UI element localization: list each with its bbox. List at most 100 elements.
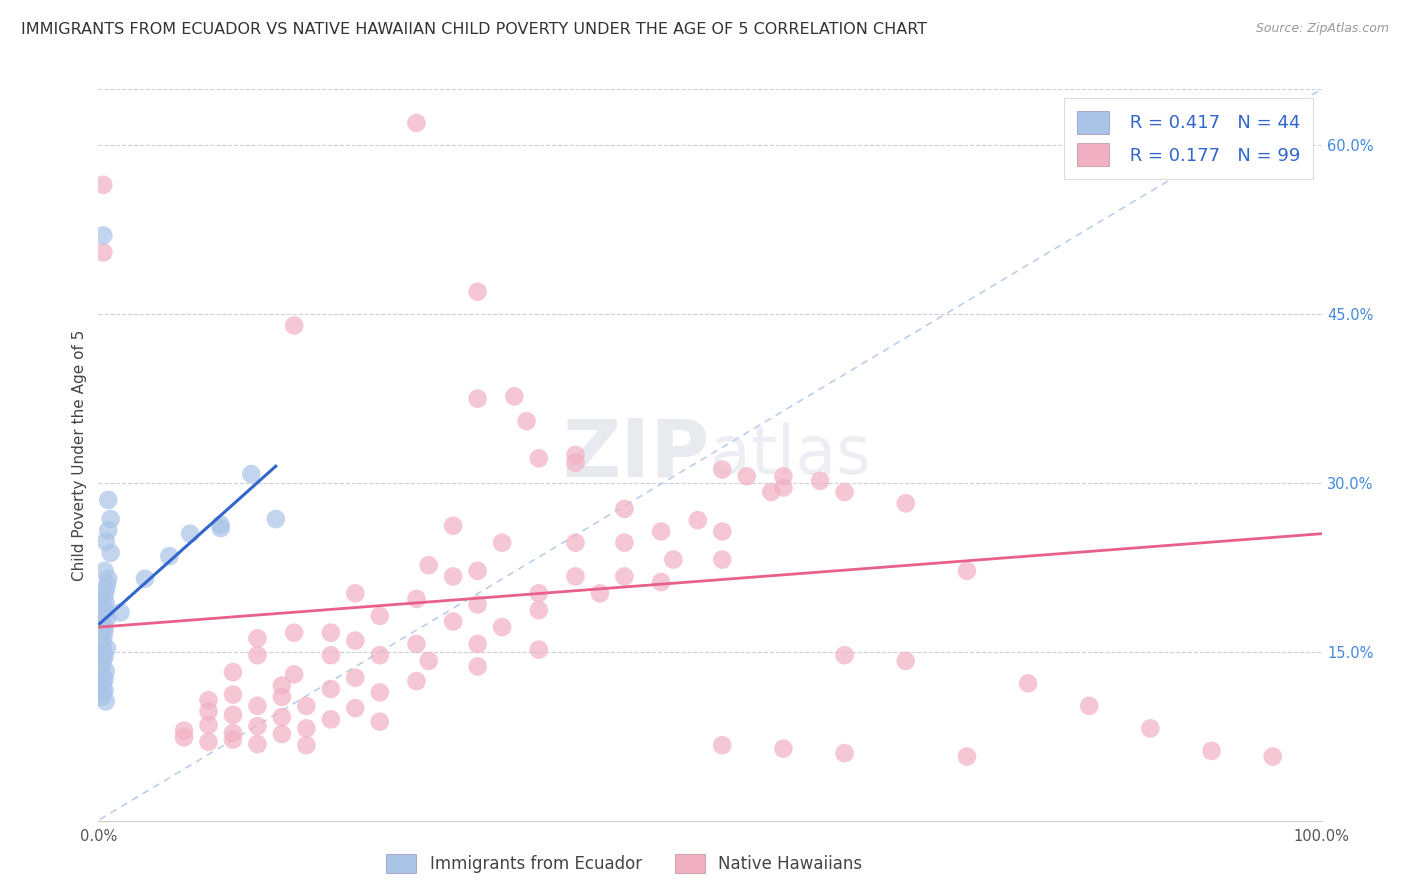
Point: [319, 681, 342, 696]
Point: [491, 535, 513, 549]
Point: [91, 178, 114, 192]
Point: [956, 749, 979, 764]
Point: [197, 705, 219, 719]
Point: [270, 710, 294, 724]
Point: [344, 701, 367, 715]
Point: [295, 698, 318, 713]
Point: [209, 521, 232, 535]
Point: [564, 448, 586, 462]
Point: [93, 624, 115, 639]
Point: [650, 575, 672, 590]
Point: [368, 714, 391, 729]
Point: [264, 512, 287, 526]
Point: [834, 485, 856, 500]
Point: [613, 535, 636, 549]
Point: [956, 564, 979, 578]
Point: [1078, 698, 1101, 713]
Point: [368, 608, 391, 623]
Point: [270, 727, 294, 741]
Point: [467, 392, 489, 406]
Point: [246, 719, 269, 733]
Point: [441, 518, 464, 533]
Point: [283, 625, 305, 640]
Point: [110, 606, 132, 620]
Point: [240, 467, 263, 481]
Point: [405, 591, 427, 606]
Point: [91, 591, 114, 606]
Point: [491, 620, 513, 634]
Point: [344, 586, 367, 600]
Point: [441, 569, 464, 583]
Point: [222, 726, 245, 740]
Point: [834, 648, 856, 663]
Point: [319, 648, 342, 663]
Point: [91, 642, 114, 657]
Point: [100, 546, 122, 560]
Point: [613, 502, 636, 516]
Point: [246, 737, 269, 751]
Point: [209, 517, 232, 532]
Point: [93, 649, 115, 664]
Point: [503, 389, 526, 403]
Point: [711, 462, 734, 476]
Point: [772, 469, 794, 483]
Point: [94, 664, 117, 678]
Legend: Immigrants from Ecuador, Native Hawaiians: Immigrants from Ecuador, Native Hawaiian…: [378, 846, 870, 882]
Point: [772, 741, 794, 756]
Point: [134, 572, 156, 586]
Point: [93, 672, 115, 686]
Point: [222, 732, 245, 747]
Point: [368, 685, 391, 699]
Point: [527, 642, 550, 657]
Point: [93, 683, 115, 698]
Point: [295, 722, 318, 736]
Point: [94, 582, 117, 597]
Text: IMMIGRANTS FROM ECUADOR VS NATIVE HAWAIIAN CHILD POVERTY UNDER THE AGE OF 5 CORR: IMMIGRANTS FROM ECUADOR VS NATIVE HAWAII…: [21, 22, 927, 37]
Point: [418, 558, 440, 573]
Point: [91, 636, 114, 650]
Point: [91, 686, 114, 700]
Point: [808, 474, 831, 488]
Point: [283, 667, 305, 681]
Point: [222, 665, 245, 679]
Point: [686, 513, 709, 527]
Point: [467, 564, 489, 578]
Point: [527, 586, 550, 600]
Point: [319, 625, 342, 640]
Point: [197, 693, 219, 707]
Point: [418, 654, 440, 668]
Point: [93, 602, 115, 616]
Point: [157, 549, 180, 564]
Text: ZIP: ZIP: [562, 416, 710, 494]
Point: [246, 698, 269, 713]
Point: [93, 564, 115, 578]
Point: [246, 632, 269, 646]
Point: [589, 586, 612, 600]
Y-axis label: Child Poverty Under the Age of 5: Child Poverty Under the Age of 5: [72, 329, 87, 581]
Point: [711, 552, 734, 566]
Point: [91, 653, 114, 667]
Point: [894, 654, 917, 668]
Point: [91, 616, 114, 631]
Point: [515, 414, 537, 428]
Point: [197, 718, 219, 732]
Point: [564, 535, 586, 549]
Point: [711, 738, 734, 752]
Point: [467, 285, 489, 299]
Point: [405, 637, 427, 651]
Point: [711, 524, 734, 539]
Point: [222, 688, 245, 702]
Point: [96, 641, 118, 656]
Point: [270, 690, 294, 704]
Point: [91, 681, 114, 695]
Point: [97, 524, 120, 538]
Point: [246, 648, 269, 663]
Point: [91, 670, 114, 684]
Point: [91, 675, 114, 690]
Point: [222, 707, 245, 722]
Point: [173, 723, 195, 738]
Point: [91, 647, 114, 661]
Point: [368, 648, 391, 663]
Point: [173, 731, 195, 745]
Point: [179, 526, 201, 541]
